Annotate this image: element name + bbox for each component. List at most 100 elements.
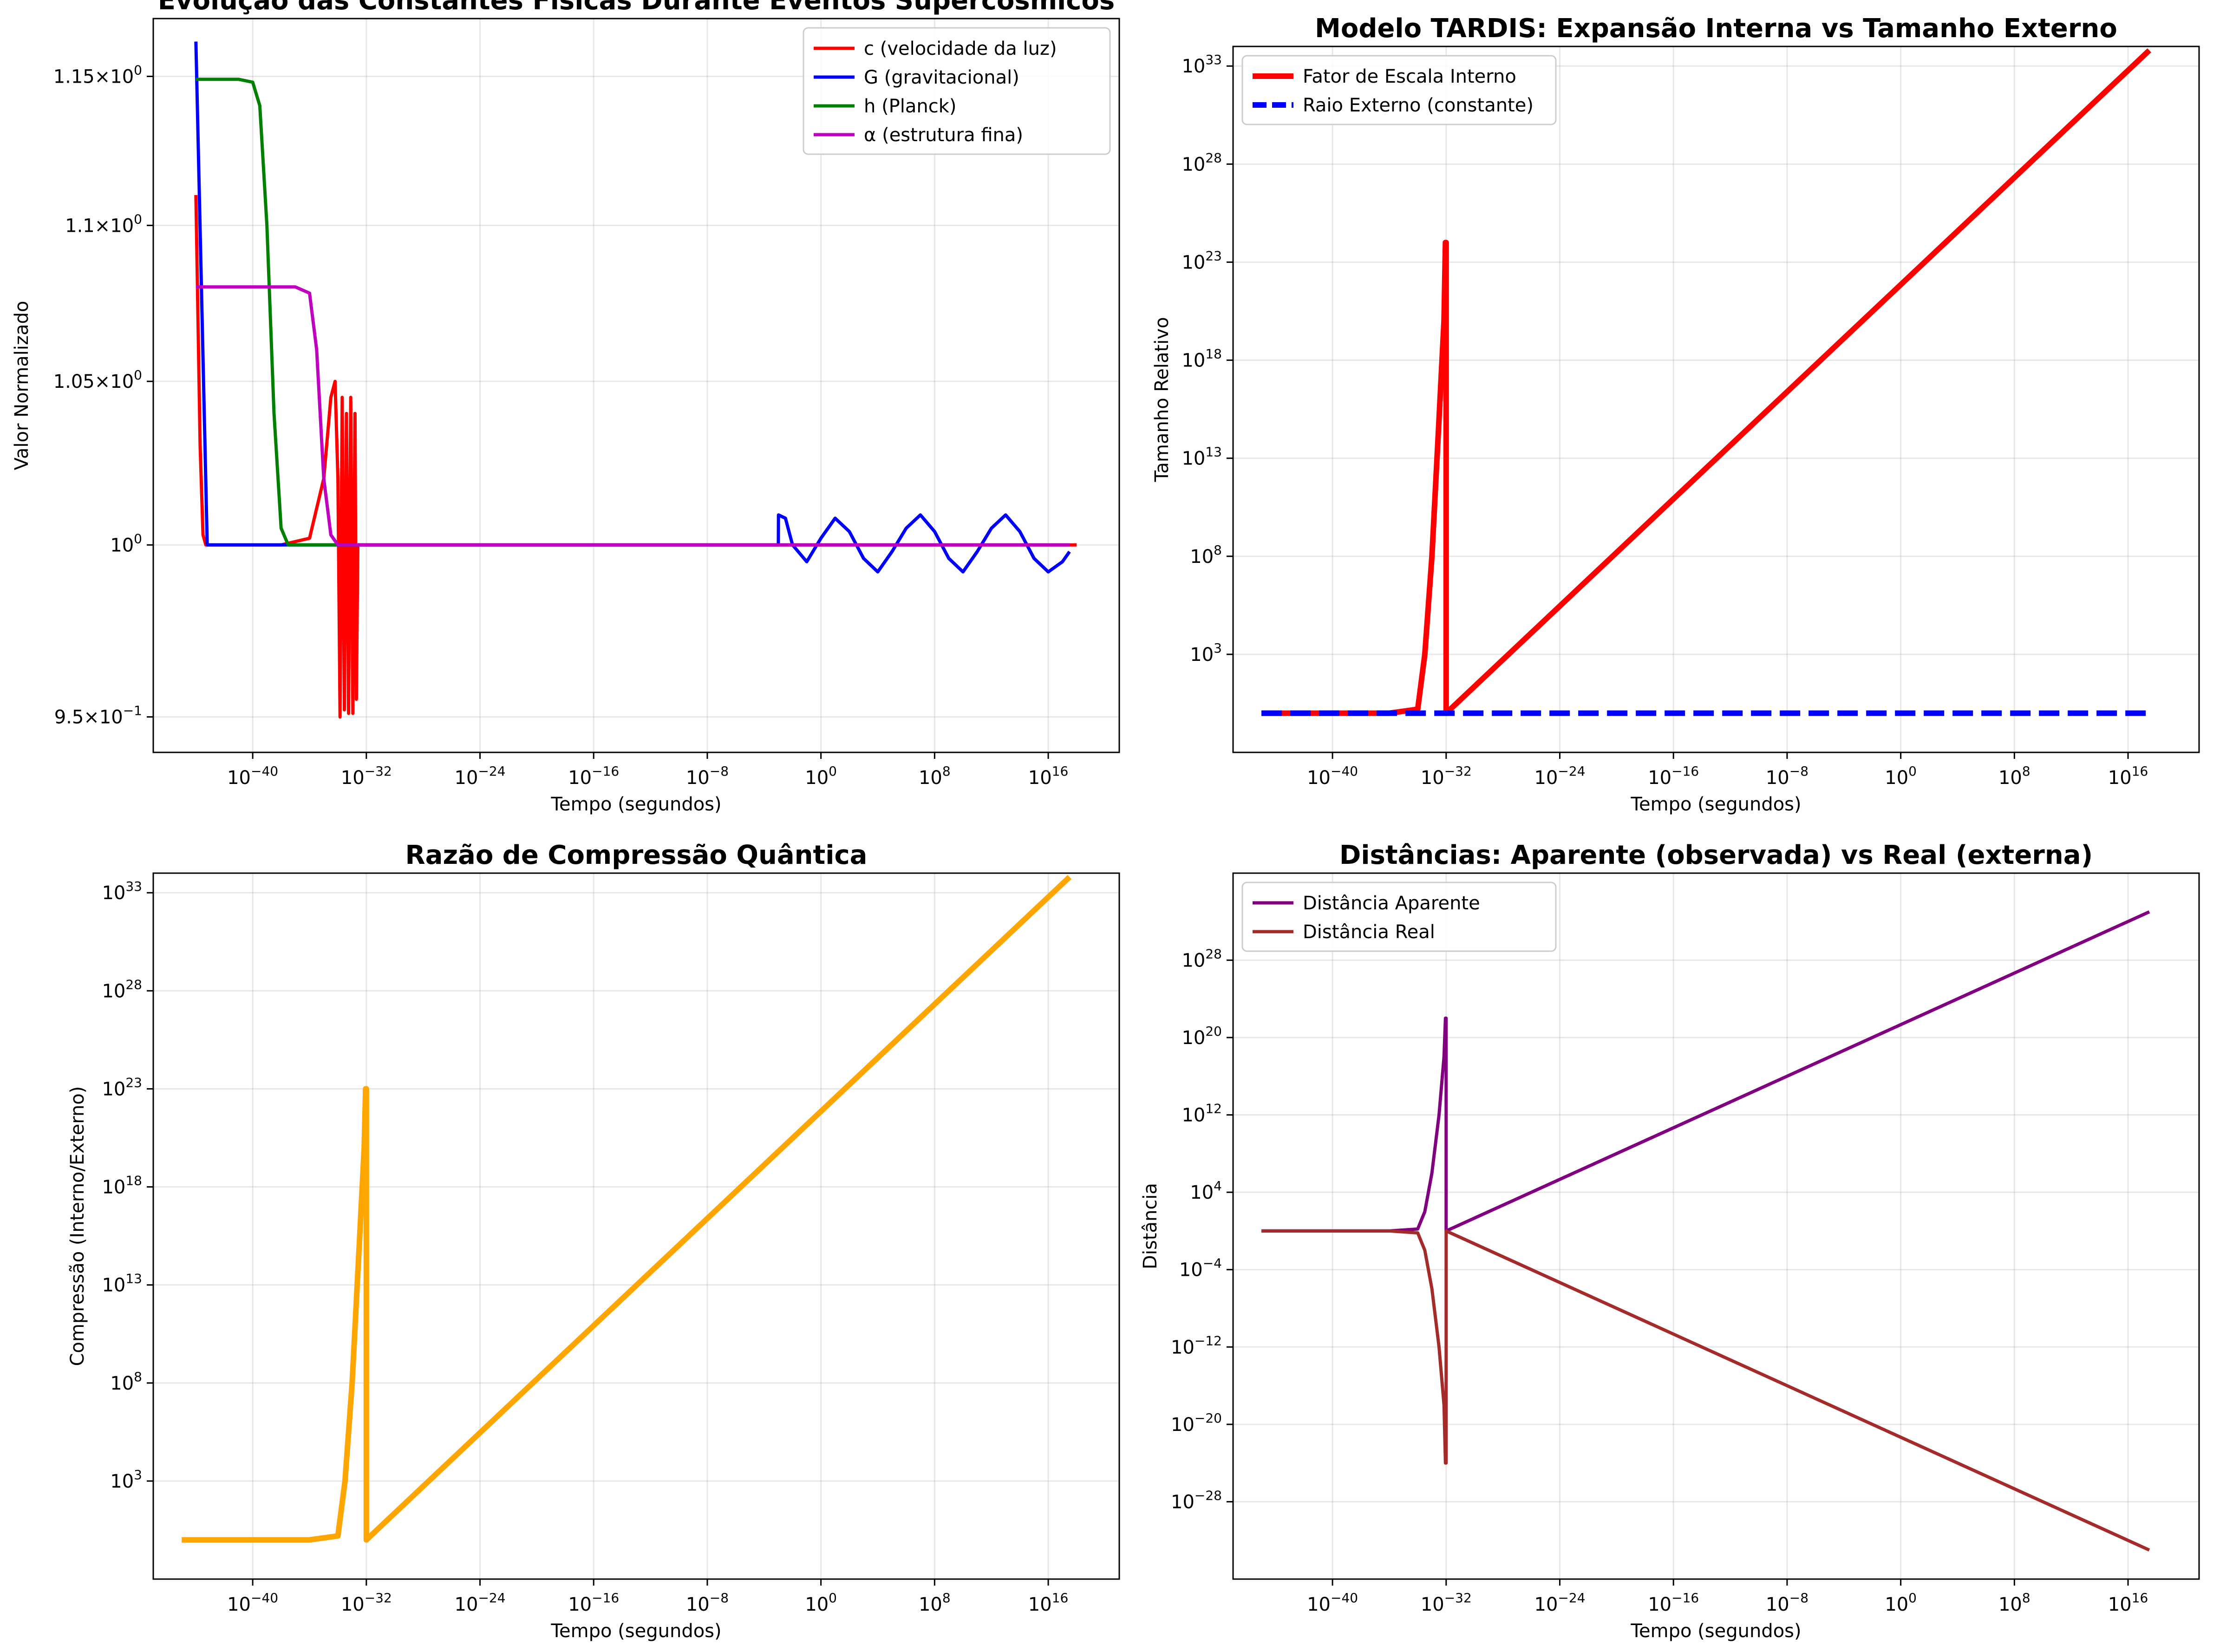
subplot-2: 10−40 10−32 10−24 10−16 10−8 100 108 1016 103 108… xyxy=(1151,13,2200,815)
legend-label: Fator de Escala Interno xyxy=(1303,66,1516,87)
series-line-3 xyxy=(196,78,359,547)
y-tick-label: 1018 xyxy=(1182,346,1222,372)
x-tick-label: 108 xyxy=(1998,1590,2030,1615)
y-tick-label: 1012 xyxy=(1182,1101,1222,1126)
x-tick-label: 108 xyxy=(919,764,951,789)
y-tick-label: 1028 xyxy=(1182,946,1222,971)
legend-label: c (velocidade da luz) xyxy=(864,38,1057,59)
legend: c (velocidade da luz) G (gravitacional) h … xyxy=(803,27,1111,155)
x-tick-label: 1016 xyxy=(2108,764,2148,789)
y-tick-label: 103 xyxy=(110,1467,142,1492)
subplot-3: 10−40 10−32 10−24 10−16 10−8 100 108 1016 103 108… xyxy=(67,840,1120,1642)
y-tick-label: 10−28 xyxy=(1171,1488,1222,1513)
legend-box xyxy=(1241,882,1557,952)
x-tick-label: 108 xyxy=(1998,764,2030,789)
y-tick-label: 1013 xyxy=(1182,444,1222,470)
legend-label: Distância Real xyxy=(1303,921,1435,943)
axes-frame xyxy=(1232,46,2200,753)
legend-label: Raio Externo (constante) xyxy=(1303,95,1534,116)
y-axis-label: Distância xyxy=(1140,1183,1161,1269)
x-tick-label: 10−8 xyxy=(686,1590,729,1615)
y-tick-label: 1020 xyxy=(1182,1024,1222,1049)
series-line-1 xyxy=(194,195,1077,719)
x-tick-label: 100 xyxy=(1885,1590,1917,1615)
x-tick-label: 10−32 xyxy=(1421,1590,1472,1615)
y-axis-label: Valor Normalizado xyxy=(11,301,33,470)
axes-frame xyxy=(152,872,1120,1580)
chart-title: Razão de Compressão Quântica xyxy=(405,840,868,870)
x-tick-label: 10−32 xyxy=(341,764,392,789)
y-tick-label: 1018 xyxy=(102,1173,142,1198)
x-axis-label: Tempo (segundos) xyxy=(1630,794,1801,815)
legend-box xyxy=(1241,55,1557,125)
x-axis-label: Tempo (segundos) xyxy=(1630,1620,1801,1642)
legend-label: α (estrutura fina) xyxy=(864,124,1023,146)
y-axis-label: Tamanho Relativo xyxy=(1151,317,1173,483)
y-tick-label: 1028 xyxy=(1182,150,1222,175)
y-tick-label: 1033 xyxy=(102,879,142,904)
y-tick-label: 108 xyxy=(110,1369,142,1394)
series-line-4 xyxy=(196,285,1070,547)
x-tick-label: 10−24 xyxy=(1534,764,1586,789)
x-tick-label: 100 xyxy=(805,764,837,789)
x-tick-label: 100 xyxy=(805,1590,837,1615)
legend-label: Distância Aparente xyxy=(1303,893,1480,914)
x-tick-label: 10−32 xyxy=(341,1590,392,1615)
x-tick-label: 10−40 xyxy=(227,764,278,789)
x-axis-label: Tempo (segundos) xyxy=(550,794,721,815)
x-axis-label: Tempo (segundos) xyxy=(550,1620,721,1642)
y-tick-label: 1013 xyxy=(102,1271,142,1296)
y-tick-label: 1033 xyxy=(1182,52,1222,77)
x-tick-label: 10−24 xyxy=(455,1590,506,1615)
x-tick-label: 10−24 xyxy=(1534,1590,1586,1615)
y-tick-label: 108 xyxy=(1190,542,1222,568)
y-tick-label: 1.1×100 xyxy=(65,211,142,236)
chart-title: Evolução das Constantes Físicas Durante … xyxy=(158,0,1115,16)
legend: Fator de Escala Interno Raio Externo (con… xyxy=(1241,55,1557,125)
x-tick-label: 10−32 xyxy=(1421,764,1472,789)
x-tick-label: 10−8 xyxy=(1766,1590,1808,1615)
axes-frame xyxy=(152,18,1120,753)
series-line-1 xyxy=(1261,910,2150,1233)
x-tick-label: 1016 xyxy=(1028,1590,1069,1615)
subplot-1: 10−40 10−32 10−24 10−16 10−8 100 108 1016 9.5×10… xyxy=(11,0,1120,815)
legend-label: h (Planck) xyxy=(864,96,957,117)
series-line-1 xyxy=(1261,48,2152,716)
y-tick-label: 10−20 xyxy=(1171,1410,1222,1436)
y-tick-label: 10−12 xyxy=(1171,1333,1222,1358)
x-tick-label: 10−16 xyxy=(1648,1590,1699,1615)
y-tick-label: 9.5×10−1 xyxy=(54,703,142,728)
x-tick-label: 10−24 xyxy=(455,764,506,789)
x-tick-label: 10−16 xyxy=(1648,764,1699,789)
x-tick-label: 10−40 xyxy=(227,1590,278,1615)
y-tick-label: 104 xyxy=(1190,1178,1222,1203)
y-tick-label: 1023 xyxy=(1182,248,1222,273)
x-tick-label: 10−16 xyxy=(568,764,619,789)
x-tick-label: 100 xyxy=(1885,764,1917,789)
x-tick-label: 10−8 xyxy=(1766,764,1808,789)
x-tick-label: 10−40 xyxy=(1307,764,1358,789)
y-axis-label: Compressão (Interno/Externo) xyxy=(67,1086,88,1366)
x-tick-label: 10−8 xyxy=(686,764,729,789)
subplot-4: 10−40 10−32 10−24 10−16 10−8 100 108 1016 10−28 1… xyxy=(1140,840,2200,1642)
legend: Distância Aparente Distância Real xyxy=(1241,882,1557,952)
chart-title: Modelo TARDIS: Expansão Interna vs Taman… xyxy=(1315,13,2117,44)
y-tick-label: 1028 xyxy=(102,977,142,1002)
x-tick-label: 1016 xyxy=(1028,764,1069,789)
axes-frame xyxy=(1232,872,2200,1580)
series-line-2 xyxy=(1261,1229,2150,1552)
chart-title: Distâncias: Aparente (observada) vs Real… xyxy=(1339,840,2093,870)
y-tick-label: 1.05×100 xyxy=(53,367,142,392)
y-tick-label: 103 xyxy=(1190,640,1222,666)
y-tick-label: 1023 xyxy=(102,1075,142,1100)
series-line-2 xyxy=(194,41,1071,574)
y-tick-label: 100 xyxy=(110,531,142,556)
y-tick-label: 10−4 xyxy=(1179,1256,1222,1281)
x-tick-label: 10−40 xyxy=(1307,1590,1358,1615)
x-tick-label: 108 xyxy=(919,1590,951,1615)
legend-label: G (gravitacional) xyxy=(864,67,1019,88)
y-tick-label: 1.15×100 xyxy=(53,62,142,87)
legend-box xyxy=(803,27,1111,155)
x-tick-label: 1016 xyxy=(2108,1590,2148,1615)
